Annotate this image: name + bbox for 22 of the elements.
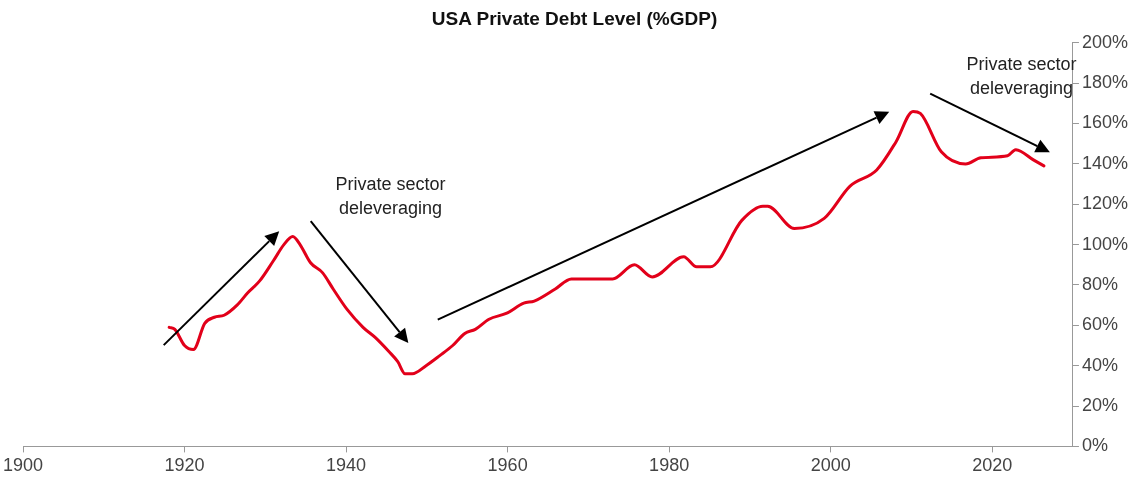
y-tick-label: 80% xyxy=(1081,273,1118,294)
y-tick-label: 100% xyxy=(1081,233,1129,254)
x-tick-label: 1960 xyxy=(487,455,528,476)
chart-title: USA Private Debt Level (%GDP) xyxy=(431,7,718,29)
y-tick-label: 40% xyxy=(1081,354,1118,375)
y-tick-label: 140% xyxy=(1081,152,1129,173)
y-tick-label: 20% xyxy=(1081,395,1118,416)
x-tick-label: 1940 xyxy=(326,455,367,476)
y-tick-label: 0% xyxy=(1081,435,1108,456)
annotation: Private sector deleveraging xyxy=(334,173,447,221)
annotation: Private sector deleveraging xyxy=(966,54,1077,99)
x-tick-label: 1900 xyxy=(3,455,44,476)
y-tick-label: 160% xyxy=(1081,112,1129,133)
y-tick-label: 120% xyxy=(1081,193,1129,214)
x-tick-label: 2020 xyxy=(972,455,1013,476)
x-tick-label: 2000 xyxy=(810,455,851,476)
x-tick-label: 1920 xyxy=(164,455,205,476)
y-tick-label: 60% xyxy=(1081,314,1118,335)
y-tick-label: 200% xyxy=(1081,31,1129,52)
x-tick-label: 1980 xyxy=(649,455,690,476)
line-series xyxy=(167,109,1046,376)
y-tick-label: 180% xyxy=(1081,72,1129,93)
